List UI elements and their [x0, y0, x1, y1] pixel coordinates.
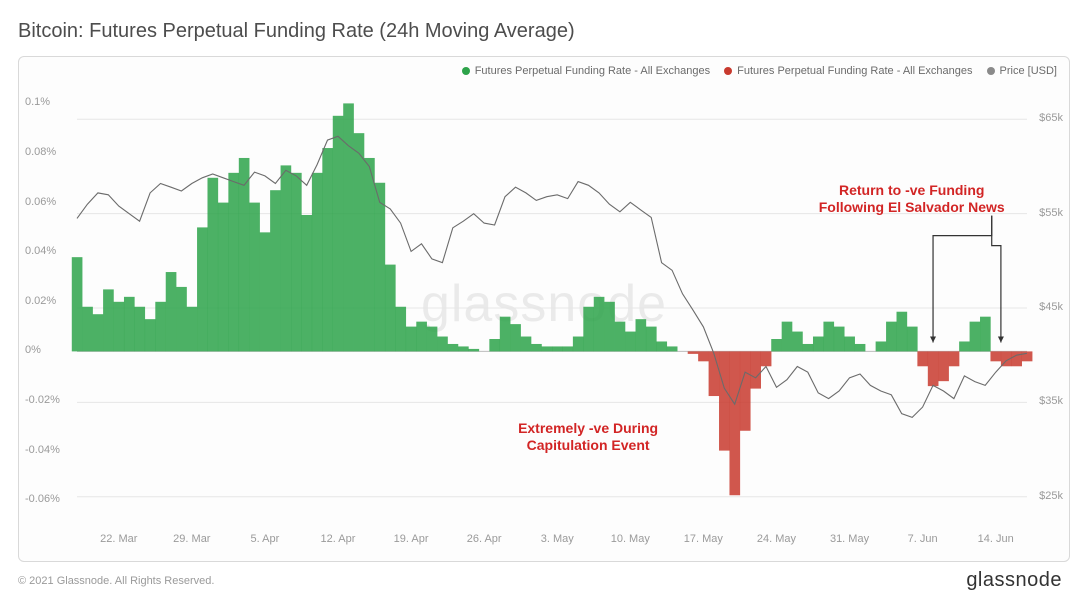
y-left-tick-label: -0.06%	[25, 493, 60, 505]
y-right-tick-label: $25k	[1039, 490, 1063, 502]
y-left-tick-label: -0.04%	[25, 444, 60, 456]
x-tick-label: 5. Apr	[251, 533, 280, 545]
x-tick-label: 14. Jun	[978, 533, 1014, 545]
x-tick-label: 7. Jun	[908, 533, 938, 545]
x-tick-label: 3. May	[541, 533, 574, 545]
y-left-tick-label: 0%	[25, 344, 41, 356]
y-right-tick-label: $45k	[1039, 301, 1063, 313]
chart-container: Bitcoin: Futures Perpetual Funding Rate …	[0, 0, 1080, 602]
annotation-text: Return to -ve FundingFollowing El Salvad…	[812, 182, 1012, 217]
y-left-tick-label: 0.02%	[25, 295, 56, 307]
x-tick-label: 12. Apr	[321, 533, 356, 545]
x-tick-label: 22. Mar	[100, 533, 137, 545]
y-left-tick-label: -0.02%	[25, 394, 60, 406]
y-left-tick-label: 0.06%	[25, 196, 56, 208]
x-tick-label: 17. May	[684, 533, 723, 545]
y-left-tick-label: 0.08%	[25, 146, 56, 158]
y-right-tick-label: $55k	[1039, 207, 1063, 219]
x-tick-label: 26. Apr	[467, 533, 502, 545]
x-tick-label: 31. May	[830, 533, 869, 545]
page-title: Bitcoin: Futures Perpetual Funding Rate …	[18, 20, 1070, 43]
x-tick-label: 19. Apr	[394, 533, 429, 545]
annotation-text: Extremely -ve DuringCapitulation Event	[488, 420, 688, 455]
x-tick-label: 29. Mar	[173, 533, 210, 545]
brand-logo: glassnode	[966, 569, 1062, 592]
y-right-tick-label: $35k	[1039, 395, 1063, 407]
x-tick-label: 10. May	[611, 533, 650, 545]
y-left-tick-label: 0.04%	[25, 245, 56, 257]
chart-svg	[19, 57, 1069, 561]
x-tick-label: 24. May	[757, 533, 796, 545]
y-left-tick-label: 0.1%	[25, 96, 50, 108]
chart-panel: glassnode Futures Perpetual Funding Rate…	[18, 56, 1070, 562]
copyright-text: © 2021 Glassnode. All Rights Reserved.	[18, 575, 214, 587]
y-right-tick-label: $65k	[1039, 112, 1063, 124]
footer: © 2021 Glassnode. All Rights Reserved. g…	[18, 569, 1062, 592]
